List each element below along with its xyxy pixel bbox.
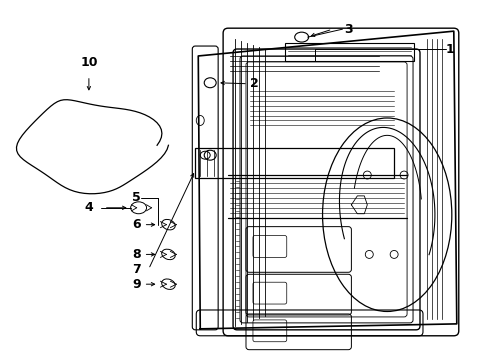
Text: 7: 7 <box>132 263 141 276</box>
Text: 10: 10 <box>80 57 98 69</box>
Text: 3: 3 <box>344 23 352 36</box>
Text: 5: 5 <box>132 192 141 204</box>
Text: 2: 2 <box>249 77 258 90</box>
Text: 6: 6 <box>132 218 141 231</box>
Bar <box>284 43 413 61</box>
Text: 8: 8 <box>132 248 141 261</box>
Bar <box>195 148 393 178</box>
Text: 4: 4 <box>84 201 93 214</box>
Text: 1: 1 <box>445 42 454 55</box>
Text: 9: 9 <box>132 278 141 291</box>
